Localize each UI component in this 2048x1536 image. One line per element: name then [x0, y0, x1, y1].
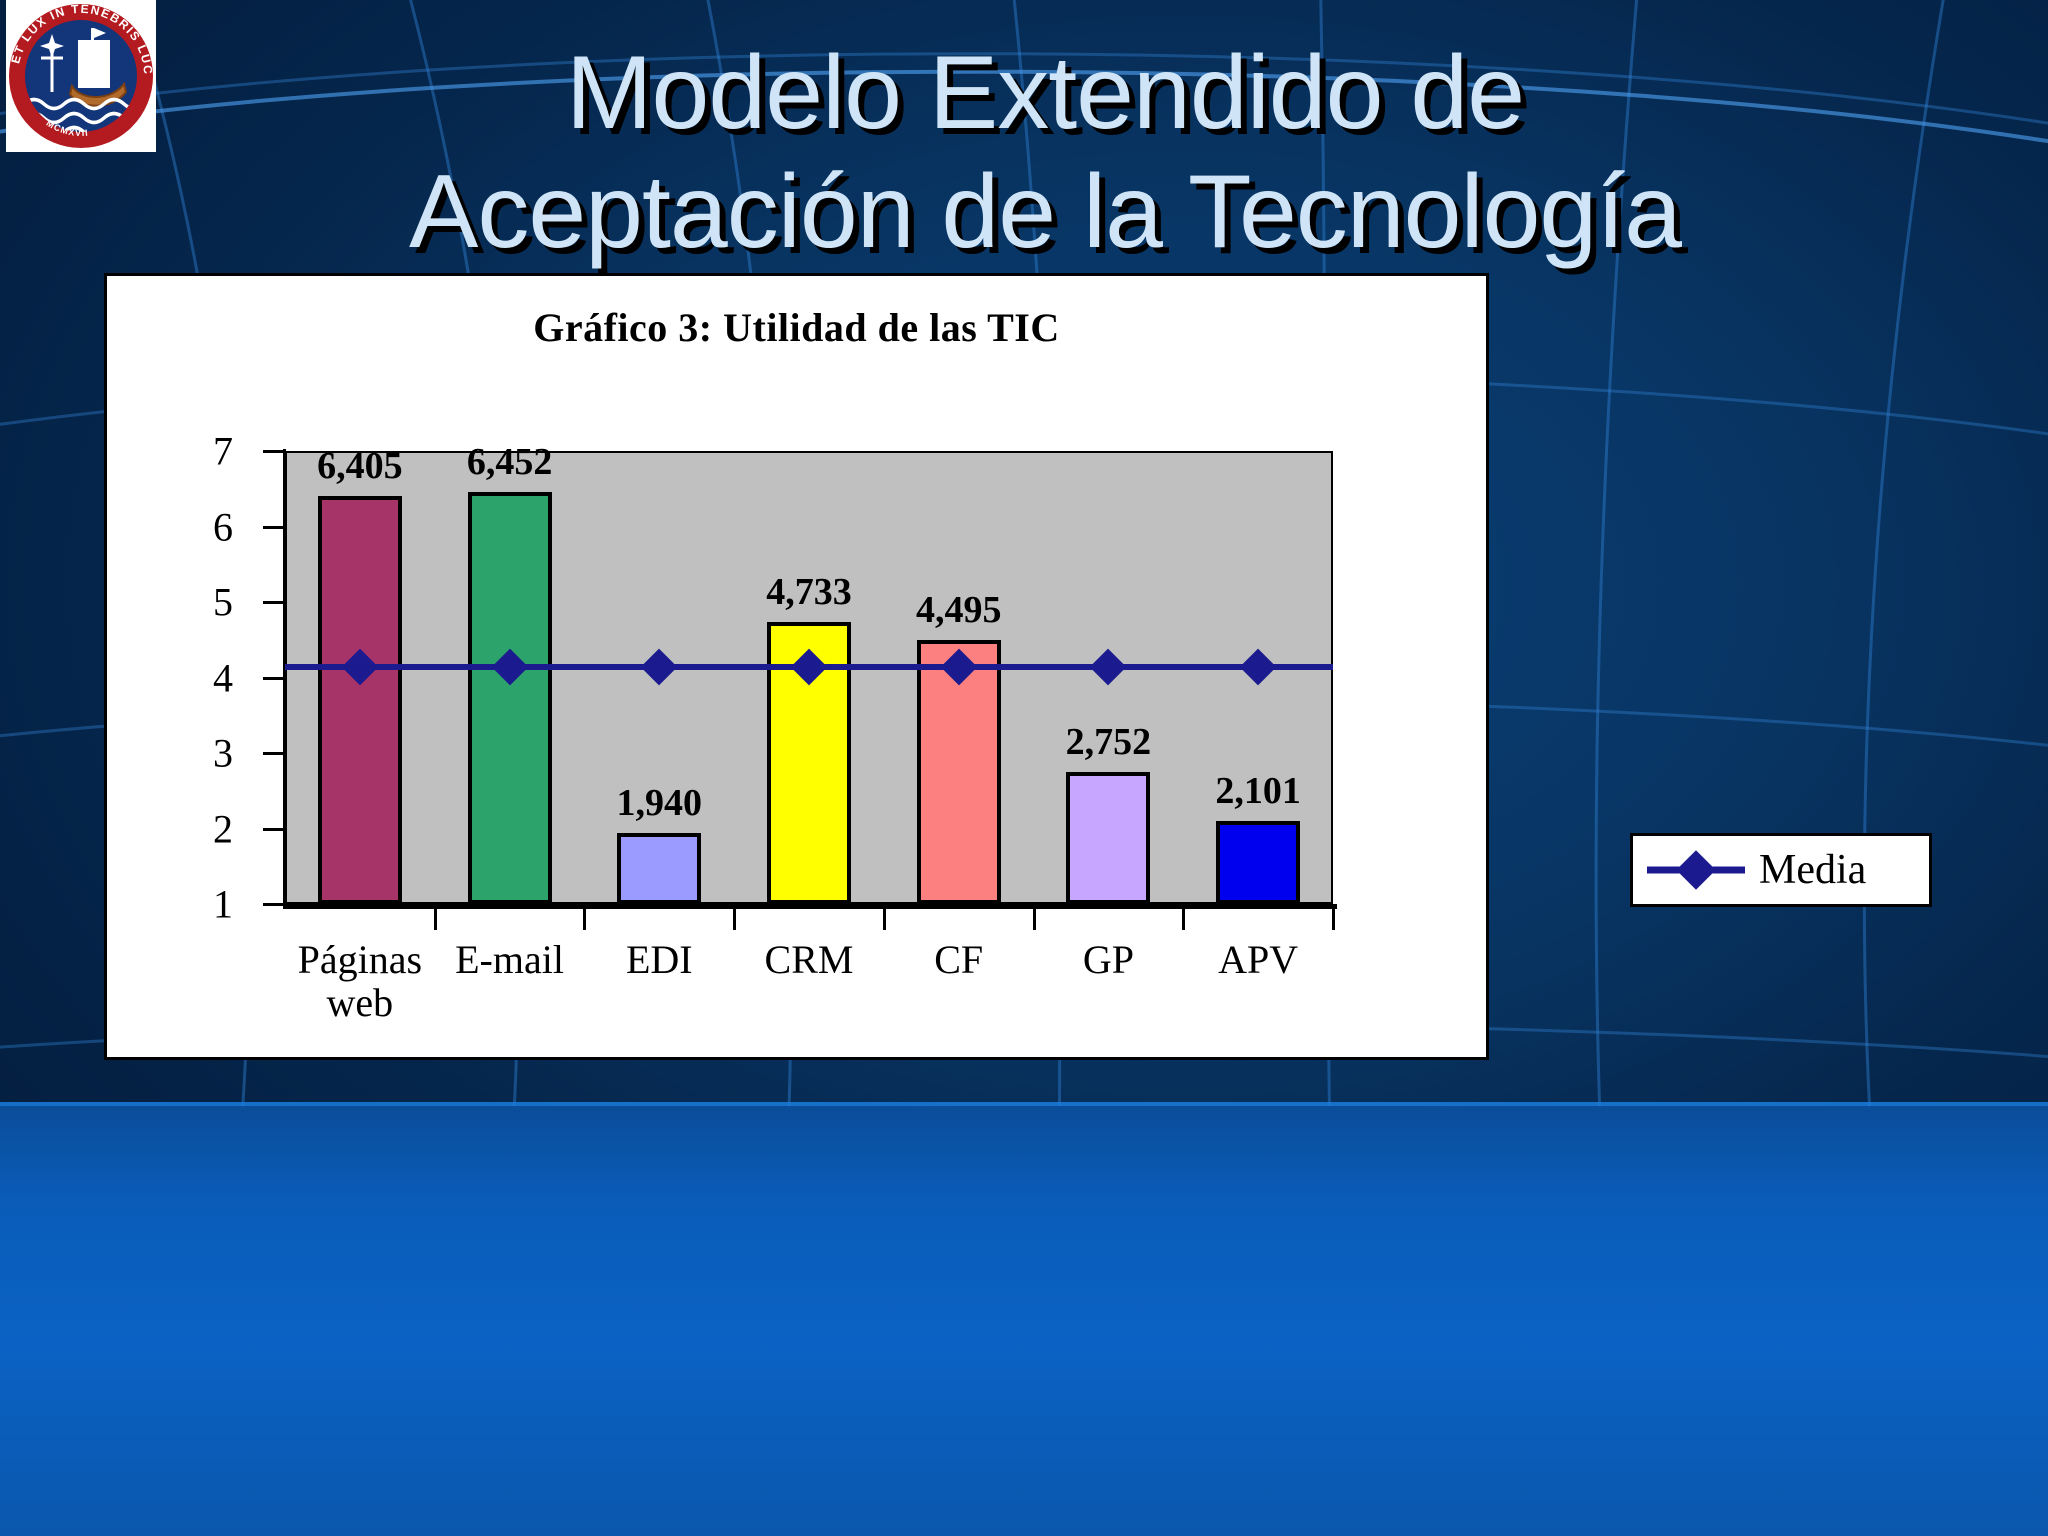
- bar-value-label: 6,452: [466, 441, 553, 484]
- y-axis-tick-label: 1: [213, 881, 233, 927]
- bar-value-label: 1,940: [616, 782, 703, 825]
- y-axis-tick: [263, 676, 285, 680]
- x-axis-line: [283, 904, 1337, 909]
- bar: [1216, 820, 1301, 904]
- x-axis-category-label: GP: [1082, 937, 1134, 982]
- x-axis-category-label: CF: [934, 937, 984, 982]
- slide-title-line-2: Aceptación de la Tecnología: [408, 153, 1682, 270]
- y-axis-tick-label: 6: [213, 504, 233, 549]
- y-axis-tick-label: 5: [213, 579, 233, 625]
- y-axis-tick-label: 3: [213, 730, 233, 776]
- x-axis-tick: [1032, 904, 1036, 930]
- chart-legend: Media: [1630, 833, 1932, 907]
- y-axis-tick-label: 2: [213, 806, 233, 851]
- bar: [617, 833, 702, 904]
- bar-value-label: 4,495: [915, 589, 1002, 632]
- bar-value-label: 6,405: [317, 444, 403, 487]
- y-axis-tick: [263, 827, 285, 831]
- legend-media-marker-icon: [1633, 836, 1759, 904]
- y-axis-tick: [263, 752, 285, 755]
- y-axis-tick: [263, 450, 285, 453]
- chart-title: Gráfico 3: Utilidad de las TIC: [533, 305, 1060, 350]
- x-axis-category-label: APV: [1218, 937, 1299, 982]
- x-axis-category-label: E-mail: [455, 937, 564, 982]
- bar: [916, 640, 1001, 904]
- x-axis-tick: [583, 904, 587, 930]
- y-axis-tick-label: 4: [213, 655, 233, 700]
- logo-emblem-icon: ET LUX IN TENEBRIS LUCET MCMXVII: [6, 0, 154, 148]
- x-axis-category-label: Páginas web: [297, 937, 423, 1026]
- bar-value-label: 2,752: [1065, 720, 1152, 763]
- y-axis-tick: [263, 525, 285, 529]
- legend-media-label: Media: [1759, 847, 1867, 893]
- slide-title-line-1: Modelo Extendido de: [565, 35, 1525, 151]
- bar: [467, 492, 552, 904]
- x-axis-tick: [1182, 904, 1186, 930]
- y-axis-tick-label: 7: [213, 428, 233, 474]
- bar: [317, 495, 402, 904]
- x-axis-category-label: CRM: [764, 937, 854, 982]
- x-axis-category-label: EDI: [625, 937, 693, 982]
- x-axis-tick: [882, 904, 886, 930]
- bar: [1066, 771, 1151, 904]
- x-axis-tick: [733, 904, 737, 930]
- bottom-accent-line: [0, 1102, 2048, 1106]
- y-axis-tick: [263, 601, 285, 604]
- bottom-accent-band: [0, 1106, 2048, 1536]
- x-axis-tick: [433, 904, 437, 930]
- chart-panel: Gráfico 3: Utilidad de las TIC 1 2 3 4 5 6 7 6,…: [104, 273, 1489, 1060]
- slide-title: Modelo Extendido de Aceptación de la Tec…: [150, 34, 1940, 271]
- bar-value-label: 4,733: [766, 571, 852, 614]
- bar-value-label: 2,101: [1215, 769, 1301, 812]
- x-axis-tick: [1332, 904, 1335, 930]
- university-logo: ET LUX IN TENEBRIS LUCET MCMXVII: [6, 0, 156, 152]
- y-axis-tick: [263, 903, 285, 906]
